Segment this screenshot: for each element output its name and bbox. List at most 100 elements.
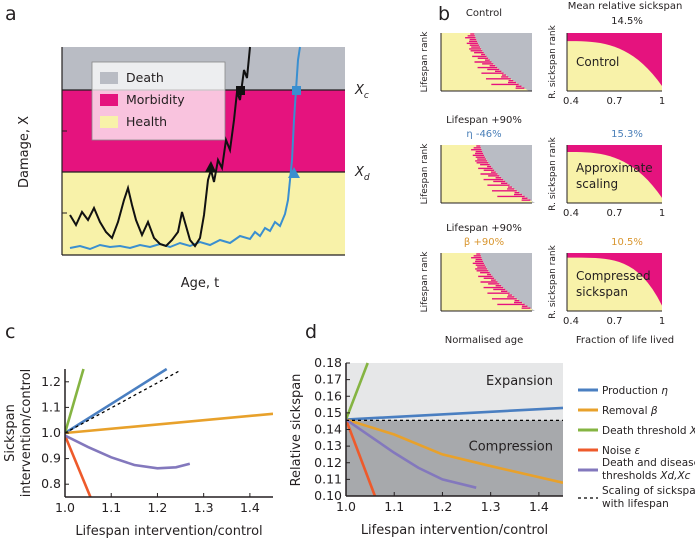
xc-label: Xc [354,83,369,101]
y-tick-label: 0.11 [314,471,342,486]
lifespan-rank-death [480,145,535,203]
legend-label: Death threshold Xc [602,425,695,437]
panel-label-b: b [438,3,450,25]
x-tick-label: 1.3 [481,499,501,514]
legend-label: Scaling of sickspan [602,485,695,497]
x-tick-label: 1.1 [101,500,121,515]
b-right-y-label: R. sickspan rank [548,136,558,210]
expansion-label: Expansion [486,374,553,389]
legend-label-morbidity: Morbidity [126,92,185,107]
y-tick-label: 0.12 [314,455,342,470]
black-death-marker [236,86,245,95]
series-line-2 [65,368,85,434]
b-regime-label: Approximate [576,161,653,175]
b-regime-label-2: sickspan [576,285,628,299]
legend-label: Noise ε [602,445,640,457]
series-line-4 [65,434,191,470]
y-axis-label-2: intervention/control [19,369,34,498]
x-tick-label: 1.3 [194,500,214,515]
expansion-region [346,363,563,421]
legend-label: Removal β [602,405,658,417]
y-tick-label: 1.1 [41,399,61,414]
series-line-3 [65,435,92,498]
y-tick-label: 0.8 [41,476,61,491]
series-line-3 [346,419,377,497]
blue-death-marker [292,86,301,95]
legend-label: Production η [602,385,668,397]
b-row-header: Lifespan +90% [446,115,522,126]
series-line-4 [346,418,477,489]
panel-a-x-label: Age, t [181,276,220,291]
sickspan-rank-health [567,41,662,91]
black-disease-onset-marker [205,161,216,172]
series-line-0 [346,406,563,421]
panel-b: Control Mean relative sickspan Normalise… [420,1,682,346]
y-tick-label: 0.18 [314,355,342,370]
y-tick-label: 0.9 [41,451,61,466]
y-tick-label: 0.16 [314,388,342,403]
b-left-x-label: Normalised age [445,335,523,346]
y-tick-label: 0.17 [314,372,342,387]
b-x-tick: 0.4 [563,96,579,107]
b-row-param: β +90% [464,237,504,248]
b-mean-sickspan: 15.3% [611,129,643,140]
b-col-left-title: Control [466,8,502,19]
x-tick-label: 1.0 [55,500,75,515]
series-line-1 [65,412,273,435]
b-regime-label: Compressed [576,269,651,283]
b-x-tick: 1 [659,208,665,219]
panel-d: Expansion Compression 1.0 1.1 1.2 1.3 1.4 0.10 0… [289,355,695,538]
panel-label-d: d [305,321,317,343]
blue-disease-onset-marker [288,167,300,178]
xd-label: Xd [354,165,370,183]
b-x-tick: 1 [659,316,665,327]
b-x-tick: 0.7 [607,96,623,107]
sickspan-rank-health [567,257,662,311]
series-line-0 [65,368,168,435]
x-tick-label: 1.4 [240,500,260,515]
b-regime-label: Control [576,55,619,69]
panel-label-c: c [5,321,15,343]
b-regime-label-2: scaling [576,177,618,191]
b-x-tick: 1 [659,96,665,107]
b-left-y-label: Lifespan rank [420,31,430,93]
legend-label: Death and disease [602,457,695,469]
y-axis-label: Sickspan [3,404,18,462]
legend-label-death: Death [126,70,164,85]
sickspan-rank-health [567,151,662,203]
series-line-5 [65,369,181,434]
b-mean-sickspan: 14.5% [611,16,643,27]
y-tick-label: 0.10 [314,488,342,503]
panel-label-a: a [5,3,17,25]
x-tick-label: 1.4 [529,499,549,514]
x-tick-label: 1.1 [384,499,404,514]
blue-trajectory [69,46,301,251]
panel-a-y-label: Damage, X [17,116,32,188]
b-mean-sickspan: 10.5% [611,237,643,248]
b-row-header: Lifespan +90% [446,223,522,234]
y-axis-label: Relative sickspan [289,374,304,487]
y-tick-label: 1.0 [41,425,61,440]
y-tick-label: 0.14 [314,422,342,437]
y-tick-label: 0.15 [314,405,342,420]
legend-label-2: thresholds Xd,Xc [602,470,691,482]
b-x-tick: 0.4 [563,208,579,219]
b-x-tick: 0.7 [607,316,623,327]
b-col-right-title: Mean relative sickspan [568,1,683,12]
y-tick-label: 1.2 [41,374,61,389]
x-axis-label: Lifespan intervention/control [361,523,548,538]
b-right-y-label: R. sickspan rank [548,24,558,98]
y-ticks [62,89,67,214]
b-left-y-label: Lifespan rank [420,143,430,205]
x-axis-label: Lifespan intervention/control [75,524,262,539]
legend-label-health: Health [126,114,167,129]
b-x-tick: 0.7 [607,208,623,219]
b-right-y-label: R. sickspan rank [548,244,558,318]
series-line-2 [346,362,369,420]
legend-swatch-morbidity [100,94,118,106]
x-tick-label: 1.2 [147,500,167,515]
b-left-y-label: Lifespan rank [420,251,430,313]
legend-swatch-death [100,72,118,84]
